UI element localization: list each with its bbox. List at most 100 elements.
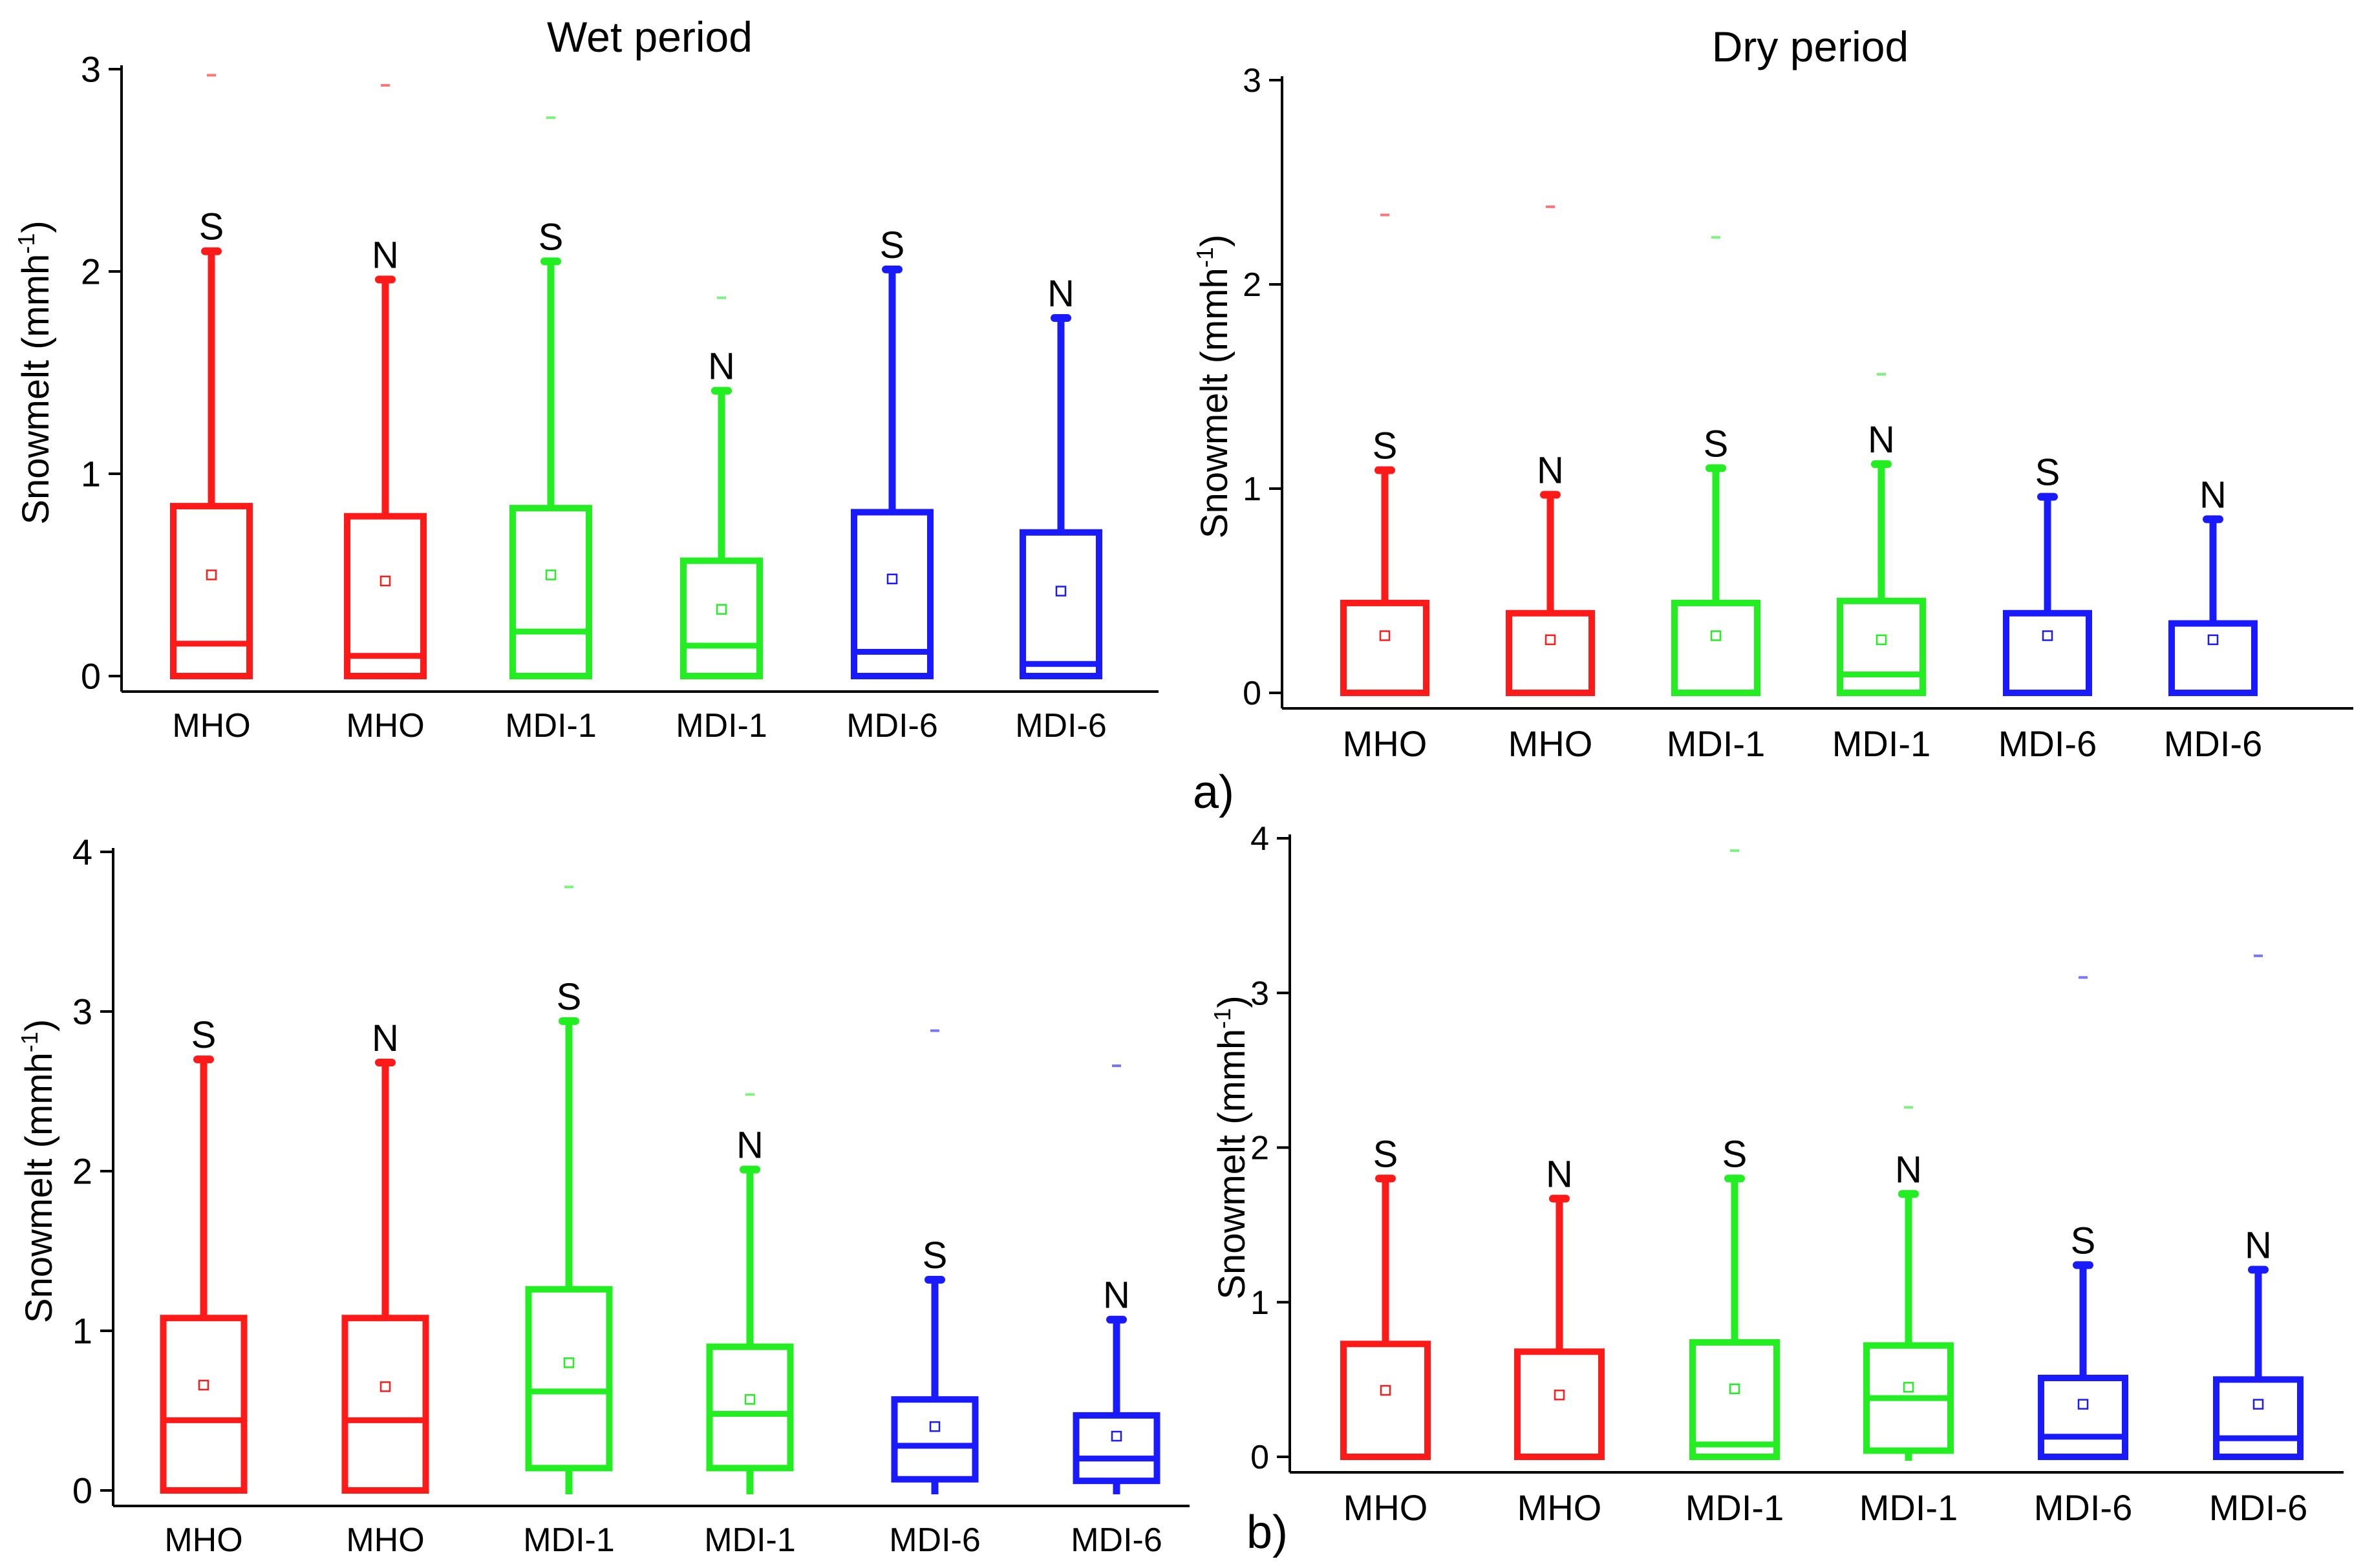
y-tick-label: 3 [72, 991, 92, 1032]
box-4: N MDI-1 [1832, 373, 1930, 764]
box-body [1506, 609, 1595, 697]
x-tick-label: MHO [346, 707, 424, 745]
significance-label: N [1103, 1275, 1130, 1317]
mean-marker [206, 569, 217, 580]
mean-marker [545, 569, 557, 580]
x-tick-label: MHO [1343, 723, 1427, 764]
mean-marker [380, 1381, 391, 1392]
significance-label: N [1546, 1153, 1573, 1195]
y-tick-label: 4 [72, 832, 92, 873]
box-body [1689, 1339, 1780, 1461]
box-4: N MDI-1 [1859, 1106, 1958, 1528]
mean-marker [1876, 634, 1887, 646]
box-body [341, 1315, 429, 1494]
box-3: S MDI-1 [505, 116, 597, 745]
box-6: N MDI-6 [2209, 954, 2307, 1528]
mean-marker [563, 1357, 575, 1368]
box-5: S MDI-6 [889, 1029, 981, 1559]
x-tick-label: MDI-1 [676, 707, 767, 745]
box-body [2003, 609, 2092, 697]
significance-label: S [2035, 452, 2060, 494]
mean-marker [744, 1393, 756, 1405]
mean-marker [929, 1421, 941, 1432]
x-tick-label: MDI-6 [1015, 707, 1107, 745]
significance-label: S [199, 206, 224, 248]
box-2: N MHO [341, 1017, 429, 1559]
box-1: S MHO [1340, 213, 1429, 764]
box-1: S MHO [1340, 1133, 1431, 1528]
mean-marker [2207, 634, 2219, 646]
box-body [525, 1286, 613, 1472]
y-tick-label: 3 [81, 49, 101, 90]
x-tick-label: MHO [1517, 1487, 1602, 1528]
y-tick-label: 1 [81, 454, 101, 494]
box-3: S MDI-1 [1685, 849, 1784, 1528]
x-tick-label: MHO [1343, 1487, 1428, 1528]
y-tick-label: 1 [1243, 471, 1261, 508]
significance-label: S [1373, 1133, 1398, 1175]
box-body [2168, 620, 2258, 696]
box-body [1514, 1348, 1605, 1461]
significance-label: S [880, 224, 905, 266]
box-body [891, 1396, 979, 1483]
box-4: N MDI-1 [704, 1093, 796, 1559]
significance-label: N [1537, 449, 1564, 491]
mean-marker [380, 575, 391, 587]
box-5: S MDI-6 [846, 224, 938, 745]
x-tick-label: MDI-6 [2164, 723, 2262, 764]
panel-label-b: b) [1246, 1507, 1288, 1558]
y-tick-label: 0 [81, 656, 101, 697]
box-3: S MDI-1 [1667, 236, 1765, 764]
box-2: N MHO [344, 84, 427, 745]
y-tick-label: 2 [1243, 266, 1261, 304]
box-body [680, 557, 763, 680]
x-tick-label: MDI-1 [1667, 723, 1765, 764]
significance-label: S [923, 1234, 948, 1277]
y-tick-label: 2 [1250, 1130, 1269, 1167]
x-tick-label: MHO [1508, 723, 1593, 764]
significance-label: S [1373, 425, 1398, 467]
box-body [509, 505, 592, 680]
significance-label: S [557, 976, 582, 1018]
significance-label: N [1868, 419, 1895, 461]
y-tick-label: 4 [1250, 820, 1269, 858]
mean-marker [886, 573, 898, 585]
mean-marker [1545, 634, 1556, 646]
mean-marker [2042, 630, 2053, 641]
box-3: S MDI-1 [523, 885, 615, 1559]
box-1: S MHO [160, 1014, 248, 1559]
box-1: S MHO [170, 74, 253, 745]
chart-panel-dry-bottom: 0 1 2 3 4 Snowmelt (mmh-1) S MHO N MHO S MDI-1 N MDI-… [1209, 820, 2344, 1528]
mean-marker [2252, 1399, 2264, 1410]
x-tick-label: MDI-1 [505, 707, 597, 745]
x-tick-label: MHO [172, 707, 250, 745]
mean-marker [1111, 1430, 1122, 1442]
mean-marker [1055, 586, 1067, 597]
x-tick-label: MDI-6 [1071, 1521, 1162, 1559]
box-body [2038, 1374, 2128, 1460]
y-tick-label: 2 [72, 1151, 92, 1192]
chart-panel-dry-top: 0 1 2 3 Dry period Snowmelt (mmh-1) S MHO N MHO S M… [1192, 23, 2353, 764]
box-5: S MDI-6 [1998, 452, 2097, 764]
mean-marker [1710, 630, 1722, 641]
box-body [1340, 599, 1429, 697]
x-tick-label: MDI-6 [889, 1521, 981, 1559]
significance-label: N [1047, 273, 1075, 315]
y-tick-label: 3 [1243, 62, 1261, 100]
box-body [1020, 529, 1102, 680]
x-tick-label: MDI-6 [846, 707, 938, 745]
box-body [1340, 1340, 1431, 1460]
y-axis-label: Snowmelt (mmh-1) [16, 1019, 60, 1323]
x-tick-label: MDI-1 [1859, 1487, 1958, 1528]
chart-panel-wet-bottom: 0 1 2 3 4 Snowmelt (mmh-1) S MHO N MHO S MDI-1 N MDI-… [16, 832, 1190, 1559]
y-tick-label: 0 [72, 1470, 92, 1511]
box-body [2213, 1376, 2304, 1460]
mean-marker [1729, 1383, 1740, 1394]
significance-label: N [1895, 1149, 1922, 1191]
significance-label: N [708, 346, 735, 388]
x-tick-label: MDI-1 [1685, 1487, 1784, 1528]
significance-label: N [372, 235, 399, 277]
significance-label: N [2245, 1225, 2272, 1267]
y-tick-label: 0 [1250, 1439, 1269, 1476]
significance-label: N [372, 1017, 399, 1059]
